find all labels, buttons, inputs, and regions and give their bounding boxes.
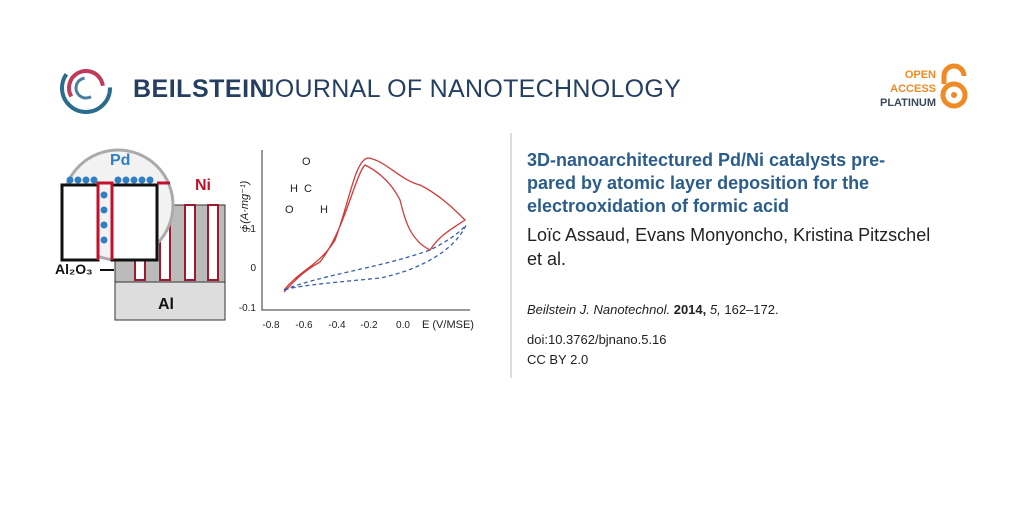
lock-body [940,81,968,109]
al-label: Al [158,296,174,313]
pd-dot [82,176,90,184]
atom: H [290,183,298,195]
x-tick-label: -0.6 [295,320,313,331]
pd-dot [100,221,108,229]
ni-layer [96,181,170,260]
lock-shackle [941,63,967,84]
doi[interactable]: doi:10.3762/bjnano.5.16 [527,332,667,347]
atom: H [320,204,328,216]
citation-pages: 162–172. [724,302,778,317]
logo-ring [74,76,98,100]
pd-label: Pd [110,152,130,169]
citation-volume: 5, [710,302,721,317]
cv-curve-dashed [283,224,467,291]
pd-particles [66,176,154,244]
pd-dot [74,176,82,184]
logo [60,62,112,114]
pd-dot [100,206,108,214]
license: CC BY 2.0 [527,352,588,367]
pd-dot [100,191,108,199]
atom: O [285,204,294,216]
badge-text: ACCESS [890,83,936,95]
axes [261,150,470,311]
pore [184,204,196,281]
journal-name: JOURNAL OF NANOTECHNOLOGY [262,75,681,103]
logo-ring [67,69,105,107]
x-tick-label: 0.0 [396,320,410,331]
zoom-wall [60,183,100,262]
atom: C [304,183,312,195]
pd-dot [100,236,108,244]
pd-dot [122,176,130,184]
schematic: Pd Ni Al₂O₃ Al [55,148,226,321]
y-tick-label: 0 [250,263,256,274]
atom: O [302,156,311,168]
article-title: pared by atomic layer deposition for the [527,173,869,193]
pd-dot [130,176,138,184]
pd-dot [146,176,154,184]
x-axis-label: E (V/MSE) [422,319,474,331]
pd-dot [66,176,74,184]
cv-curve [283,157,467,293]
citation: Beilstein J. Nanotechnol. 2014, 5, 162–1… [527,302,779,317]
cv-plot: j (A·mg⁻¹) 0.1 0 -0.1 -0.8 -0.6 -0.4 -0.… [239,150,474,331]
ni-label: Ni [195,177,211,194]
citation-journal: Beilstein J. Nanotechnol. [527,302,670,317]
zoom-wall [110,183,159,262]
lock-icon [940,63,968,109]
authors: Loïc Assaud, Evans Monyoncho, Kristina P… [527,225,930,245]
article-title: electrooxidation of formic acid [527,196,789,216]
citation-year: 2014, [674,302,707,317]
y-tick-label: -0.1 [239,303,257,314]
badge-text: OPEN [905,69,936,81]
authors: et al. [527,249,566,269]
oxide-label: Al₂O₃ [55,261,93,277]
pd-dot [114,176,122,184]
badge-text: PLATINUM [880,97,936,109]
x-tick-label: -0.8 [262,320,280,331]
y-axis-label: j (A·mg⁻¹) [239,180,251,231]
pd-dot [138,176,146,184]
pd-dot [90,176,98,184]
y-tick-label: 0.1 [242,224,256,235]
x-tick-label: -0.2 [360,320,378,331]
pore [207,204,219,281]
x-tick-label: -0.4 [328,320,346,331]
brand: BEILSTEIN [133,75,268,103]
logo-ring [60,62,112,114]
article-title: 3D-nanoarchitectured Pd/Ni catalysts pre… [527,150,885,170]
al-base [114,281,226,321]
lock-hole [951,92,957,98]
